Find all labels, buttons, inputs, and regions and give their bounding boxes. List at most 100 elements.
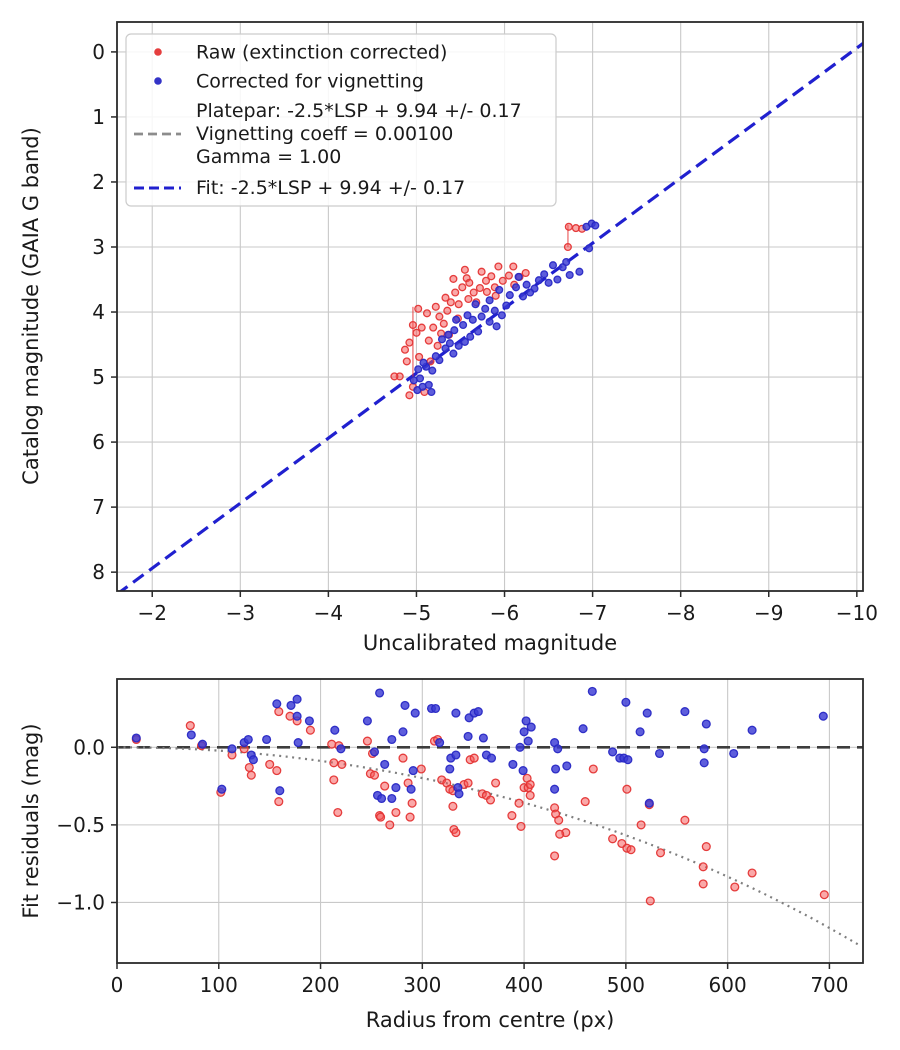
legend-platepar-line2: Vignetting coeff = 0.00100 [196, 123, 453, 145]
scatter-point-raw [412, 328, 421, 337]
scatter-point-raw [460, 265, 469, 274]
scatter-point-corrected [485, 317, 494, 326]
scatter-point-raw [402, 357, 411, 366]
scatter-point-raw [415, 352, 424, 361]
y-tick-label: 5 [92, 365, 105, 389]
scatter-point-corrected [408, 766, 418, 776]
legend-platepar-line1: Platepar: -2.5*LSP + 9.94 +/- 0.17 [196, 100, 522, 122]
x-tick-label: 700 [810, 973, 848, 997]
scatter-point-corrected [460, 337, 469, 346]
scatter-point-raw [477, 267, 486, 276]
scatter-point-corrected [217, 784, 227, 794]
legend-fit-label: Fit: -2.5*LSP + 9.94 +/- 0.17 [196, 177, 465, 199]
scatter-point-corrected [485, 296, 494, 305]
scatter-point-corrected [293, 738, 303, 748]
scatter-point-corrected [747, 725, 757, 735]
scatter-point-corrected [431, 352, 440, 361]
scatter-point-raw [385, 820, 395, 830]
scatter-point-corrected [431, 703, 441, 714]
scatter-point-corrected [518, 292, 528, 301]
scatter-point-corrected [248, 755, 258, 765]
scatter-point-raw [185, 721, 195, 731]
scatter-point-raw [509, 262, 518, 271]
scatter-point-corrected [540, 270, 549, 279]
scatter-point-raw [698, 862, 708, 872]
scatter-point-raw [362, 736, 372, 746]
scatter-point-raw [698, 879, 708, 889]
scatter-point-raw [405, 812, 415, 822]
scatter-point-corrected [391, 783, 401, 793]
scatter-point-raw [398, 753, 408, 763]
scatter-point-corrected [477, 312, 486, 321]
scatter-point-corrected [621, 697, 631, 707]
scatter-point-corrected [380, 759, 390, 769]
scatter-point-raw [376, 812, 386, 822]
top-data-layer [118, 42, 863, 591]
scatter-point-corrected [428, 366, 437, 375]
x-tick-label: 100 [200, 973, 238, 997]
scatter-point-raw [274, 797, 284, 807]
scatter-point-corrected [511, 283, 521, 292]
scatter-point-raw [475, 283, 484, 293]
vignetting-model-curve [117, 746, 859, 946]
scatter-point-raw [451, 288, 460, 297]
scatter-point-raw [481, 276, 491, 285]
scatter-point-raw [525, 779, 535, 790]
scatter-point-raw [626, 845, 636, 855]
scatter-point-corrected [451, 708, 461, 718]
scatter-point-corrected [463, 731, 473, 741]
scatter-point-corrected [818, 711, 828, 721]
scatter-point-raw [246, 770, 256, 780]
scatter-point-corrected [521, 716, 531, 726]
scatter-point-raw [391, 807, 401, 818]
scatter-point-raw [588, 764, 598, 774]
scatter-point-raw [408, 320, 417, 330]
plot-magnitude-calibration: −2 −3 −4 −5 −6 −7 −8 −9 −10 0 1 2 3 4 5 6 7 8 Uncalibrate… [19, 21, 878, 655]
x-tick-label: −8 [666, 601, 695, 625]
scatter-point-corrected [481, 304, 490, 313]
y-tick-label: 0 [92, 40, 105, 64]
scatter-point-corrected [591, 221, 600, 230]
scatter-point-raw [485, 795, 496, 805]
scatter-point-corrected [551, 764, 561, 774]
x-tick-label: −3 [226, 601, 255, 625]
bottom-yaxis-label: Fit residuals (mag) [19, 723, 43, 918]
scatter-point-corrected [654, 748, 665, 759]
scatter-point-raw [465, 278, 474, 287]
scatter-point-corrected [553, 744, 563, 754]
scatter-point-corrected [544, 278, 553, 287]
scatter-point-raw [730, 882, 740, 892]
scatter-point-corrected [409, 376, 418, 385]
scatter-point-raw [645, 896, 655, 906]
x-tick-label: 0 [111, 973, 124, 997]
scatter-point-raw [491, 291, 500, 300]
scatter-point-corrected [522, 280, 531, 289]
scatter-point-raw [446, 298, 455, 307]
scatter-point-raw [454, 300, 463, 309]
scatter-point-corrected [272, 699, 282, 709]
scatter-point-corrected [699, 758, 709, 768]
scatter-point-corrected [473, 707, 483, 717]
scatter-point-corrected [608, 747, 618, 757]
scatter-point-corrected [131, 733, 141, 743]
scatter-point-corrected [492, 322, 501, 331]
y-tick-label: 3 [92, 235, 105, 259]
scatter-point-corrected [292, 711, 302, 721]
scatter-point-raw [701, 842, 711, 852]
scatter-point-corrected [562, 257, 571, 267]
scatter-point-raw [329, 775, 339, 785]
scatter-point-corrected [463, 311, 472, 320]
x-tick-label: −2 [137, 601, 166, 625]
legend-corrected-marker-icon [154, 77, 162, 85]
legend-corrected-label: Corrected for vignetting [196, 71, 424, 93]
scatter-point-corrected [553, 275, 562, 284]
scatter-point-raw [400, 345, 410, 354]
scatter-point-corrected [575, 267, 584, 276]
y-tick-label: 2 [92, 170, 105, 194]
y-tick-label: 1 [92, 105, 105, 129]
scatter-point-raw [525, 790, 535, 800]
scatter-point-raw [494, 262, 503, 271]
scatter-point-corrected [451, 750, 461, 760]
legend-raw-marker-icon [154, 48, 162, 56]
